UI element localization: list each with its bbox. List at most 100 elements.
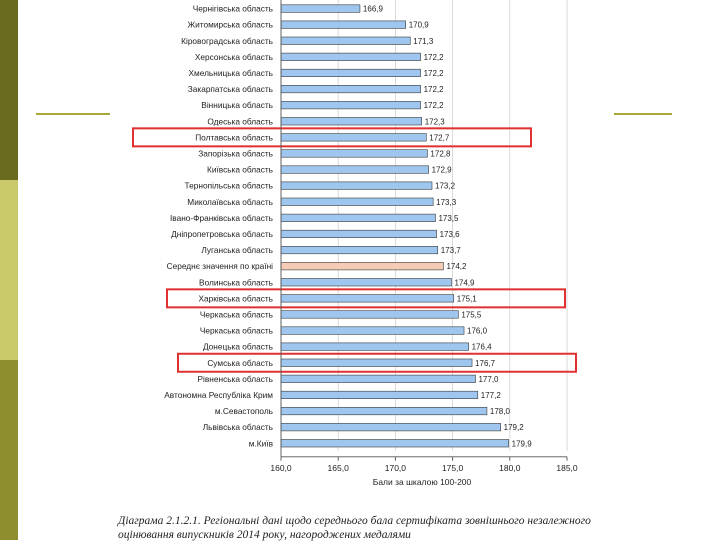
highlight-frame: [177, 352, 577, 373]
bar: [280, 374, 476, 383]
category-label: Полтавська область: [195, 132, 273, 142]
category-label: Дніпропетровська область: [171, 229, 273, 239]
category-label: Тернопільська область: [185, 181, 273, 191]
highlight-frame: [132, 127, 532, 148]
category-label: Черкаська область: [200, 326, 273, 336]
category-label: Чернігівська область: [193, 4, 273, 14]
bar: [280, 213, 436, 222]
x-axis-title: Бали за шкалою 100-200: [373, 477, 472, 487]
highlight-frame: [166, 288, 566, 309]
bar: [280, 36, 411, 45]
data-label: 173,6: [440, 230, 461, 239]
data-label: 172,3: [425, 117, 446, 126]
category-label: Сумська область: [207, 358, 273, 368]
category-label: Харківська область: [199, 293, 273, 303]
bar: [280, 326, 465, 335]
data-label: 174,9: [454, 278, 475, 287]
bar: [280, 310, 459, 319]
data-label: 172,2: [424, 53, 445, 62]
caption-text: Регіональні дані щодо середнього бала се…: [118, 515, 591, 541]
data-label: 176,0: [467, 327, 488, 336]
bar: [280, 52, 421, 61]
category-label: Хмельницька область: [189, 68, 273, 78]
sidebar-segment-middle: [0, 180, 18, 360]
bar: [280, 406, 488, 416]
category-label: м.Київ: [249, 438, 274, 448]
x-tick-label: 180,0: [499, 463, 521, 473]
bar: [280, 165, 429, 174]
category-label: Донецька область: [203, 342, 273, 352]
caption-label: Діаграма 2.1.2.1.: [118, 515, 201, 527]
category-label: Київська область: [207, 165, 273, 175]
bar: [280, 439, 509, 448]
bar: [280, 423, 501, 432]
category-label: Одеська область: [207, 116, 273, 126]
bar: [280, 229, 437, 238]
category-label: м.Севастополь: [215, 406, 273, 416]
data-label: 173,3: [436, 198, 457, 207]
data-label: 172,8: [430, 149, 451, 158]
category-label: Херсонська область: [195, 52, 273, 62]
sidebar-segment-bottom: [0, 360, 18, 540]
bar: [280, 4, 361, 13]
bar: [280, 133, 427, 142]
bar: [280, 342, 469, 351]
grid-lines: [280, 0, 568, 451]
category-label: Луганська область: [201, 245, 273, 255]
data-label: 174,2: [446, 262, 467, 271]
data-label: 173,7: [441, 246, 462, 255]
bar: [280, 85, 421, 94]
sidebar-decoration: [0, 0, 18, 540]
category-label: Житомирська область: [188, 20, 274, 30]
bar: [280, 149, 428, 158]
bar: [280, 20, 406, 29]
x-tick-label: 175,0: [442, 463, 464, 473]
category-label: Рівненська область: [198, 374, 274, 384]
x-tick-label: 160,0: [270, 463, 292, 473]
sidebar-segment-top: [0, 0, 18, 180]
data-label: 172,9: [432, 166, 453, 175]
data-label: 179,2: [504, 423, 525, 432]
category-label: Львівська область: [203, 422, 273, 432]
data-label: 178,0: [490, 407, 511, 416]
data-label: 176,7: [475, 359, 496, 368]
bars: Чернігівська область 166,9 Житомирська обл…: [164, 4, 532, 449]
data-label: 166,9: [363, 5, 384, 14]
bar: [280, 181, 433, 190]
bar: [280, 278, 452, 287]
data-label: 172,2: [424, 85, 445, 94]
category-label: Миколаївська область: [187, 197, 273, 207]
data-label: 177,0: [478, 375, 499, 384]
bar: [280, 294, 455, 303]
category-label: Запорізька область: [198, 148, 273, 158]
data-label: 175,1: [457, 294, 478, 303]
bar: [280, 68, 421, 77]
x-axis: 160,0 165,0 170,0 175,0 180,0 185,0: [270, 0, 578, 473]
bar: [280, 262, 444, 271]
bar: [280, 101, 421, 110]
bar: [280, 390, 479, 400]
bar: [280, 358, 473, 367]
category-label: Кіровоградська область: [181, 36, 273, 46]
decorative-line-right: [614, 113, 672, 115]
data-label: 175,5: [461, 310, 482, 319]
bar: [280, 117, 423, 126]
category-label: Черкаська область: [200, 309, 273, 319]
data-label: 172,2: [424, 69, 445, 78]
data-label: 173,5: [438, 214, 459, 223]
highlight-frames: [132, 127, 577, 373]
x-tick-label: 185,0: [556, 463, 578, 473]
x-tick-label: 165,0: [328, 463, 350, 473]
data-label: 177,2: [481, 391, 502, 400]
bar: [280, 197, 434, 206]
category-label: Середнє значення по країні: [167, 261, 273, 271]
data-label: 173,2: [435, 182, 456, 191]
data-label: 172,7: [429, 133, 450, 142]
bar: [280, 246, 439, 255]
category-label: Автономна Республіка Крим: [164, 390, 273, 400]
category-label: Волинська область: [199, 277, 273, 287]
x-tick-label: 170,0: [385, 463, 407, 473]
decorative-line-left: [36, 113, 110, 115]
figure-caption: Діаграма 2.1.2.1. Регіональні дані щодо …: [118, 514, 618, 542]
